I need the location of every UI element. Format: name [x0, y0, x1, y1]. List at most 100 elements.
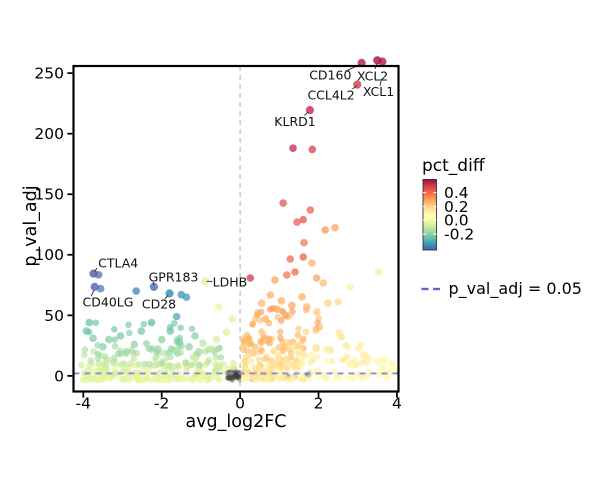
data-point — [308, 259, 316, 267]
data-point — [122, 347, 131, 356]
data-point — [321, 226, 330, 234]
data-point — [224, 365, 232, 372]
gene-label: XCL1 — [363, 84, 394, 99]
data-point — [328, 357, 336, 365]
gene-leader-line — [90, 290, 95, 297]
data-point — [206, 345, 215, 354]
gene-label: GPR183 — [149, 269, 199, 284]
gray-point — [229, 377, 235, 383]
data-point — [256, 316, 264, 324]
data-point — [105, 335, 113, 344]
data-point — [308, 145, 317, 154]
data-point — [274, 362, 282, 370]
data-point — [257, 299, 266, 308]
data-point — [125, 321, 132, 329]
gene-point — [89, 269, 98, 278]
gene-leader-line — [304, 111, 309, 116]
data-point — [331, 223, 339, 232]
data-point — [87, 357, 95, 364]
data-point — [216, 344, 223, 352]
y-tick-label: 100 — [34, 246, 64, 264]
data-point — [154, 345, 162, 354]
y-tick-label: 200 — [34, 125, 64, 143]
data-point — [307, 358, 315, 366]
data-point — [331, 368, 338, 376]
data-point — [312, 344, 321, 352]
data-point — [335, 374, 343, 382]
colorbar-title: pct_diff — [422, 156, 486, 176]
data-point — [365, 368, 373, 375]
data-point — [88, 375, 95, 383]
data-point — [271, 276, 279, 284]
data-point — [277, 374, 285, 382]
data-point — [214, 303, 223, 311]
data-point — [230, 360, 237, 367]
data-point — [375, 368, 383, 376]
data-point — [349, 374, 357, 381]
data-point — [273, 305, 282, 314]
data-point — [275, 351, 282, 359]
data-point — [283, 355, 290, 362]
data-point — [319, 279, 328, 287]
y-tick-label: 250 — [34, 65, 64, 83]
data-point — [314, 367, 322, 374]
data-point — [141, 360, 149, 368]
data-point — [315, 323, 324, 331]
data-point — [261, 355, 269, 363]
gene-label: KLRD1 — [274, 114, 315, 129]
data-point — [302, 328, 310, 336]
data-point — [147, 318, 156, 327]
data-point — [89, 334, 97, 343]
data-point — [312, 274, 321, 282]
colorbar-tick-label: 0.4 — [444, 184, 469, 202]
data-point — [288, 301, 296, 310]
data-point — [274, 313, 282, 321]
gene-label: CCL4L2 — [307, 87, 354, 102]
data-point — [191, 332, 199, 340]
data-point — [94, 355, 101, 362]
data-point — [171, 320, 178, 327]
data-point — [196, 362, 204, 369]
data-point — [192, 355, 200, 363]
data-point — [337, 333, 346, 341]
gene-leader-line — [152, 281, 155, 286]
data-point — [324, 299, 332, 308]
threshold-line-legend: p_val_adj = 0.05 — [421, 279, 582, 299]
y-tick-label: 0 — [54, 367, 64, 385]
data-point — [281, 344, 288, 351]
data-point — [297, 361, 305, 369]
data-point — [177, 324, 184, 332]
gray-point — [234, 371, 240, 377]
gray-point — [233, 371, 239, 377]
data-point — [253, 309, 262, 317]
data-point — [130, 340, 139, 349]
data-point — [283, 364, 290, 371]
data-point — [179, 375, 187, 382]
gray-point — [233, 374, 239, 380]
gray-point — [227, 375, 233, 381]
gray-point — [232, 373, 238, 379]
gene-label: LDHB — [213, 274, 248, 289]
data-point — [147, 376, 154, 384]
data-point — [133, 349, 140, 357]
data-point — [157, 335, 166, 344]
gray-point — [229, 375, 235, 381]
colorbar-tick-label: 0.2 — [444, 198, 469, 216]
data-point — [295, 325, 302, 333]
data-point — [259, 328, 266, 336]
data-point — [306, 374, 313, 382]
gene-point — [378, 57, 387, 66]
data-point — [266, 306, 274, 313]
gene-label: CD160 — [309, 67, 351, 82]
data-point — [379, 363, 388, 371]
data-point — [195, 347, 203, 356]
data-point — [93, 376, 100, 384]
data-point — [251, 343, 259, 351]
data-point — [374, 358, 382, 366]
gray-point — [228, 375, 234, 381]
data-point — [198, 369, 206, 376]
data-point — [258, 347, 266, 355]
data-point — [334, 298, 342, 306]
data-point — [255, 356, 263, 364]
data-point — [339, 357, 347, 364]
